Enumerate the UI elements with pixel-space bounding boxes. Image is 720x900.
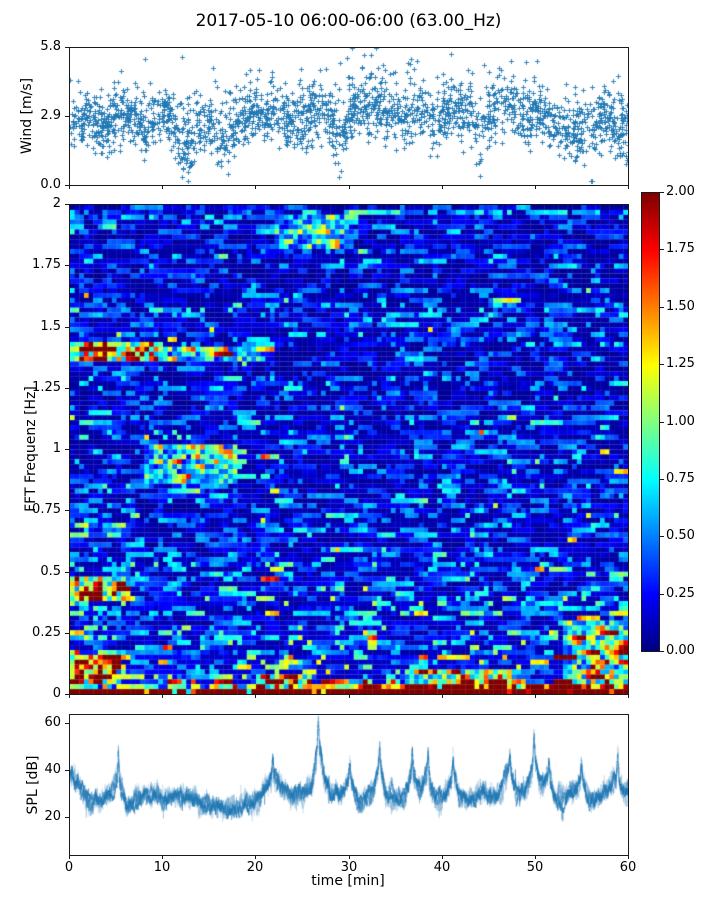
wind-scatter-canvas: [70, 48, 628, 185]
spectrogram-ytick-label: 1.5: [40, 319, 61, 334]
spl-xtick: [349, 855, 350, 859]
spl-ytick: [65, 723, 69, 724]
spl-ytick-label: 20: [44, 809, 61, 824]
colorbar-tick-label: 0.25: [666, 586, 695, 601]
spectrogram-xtick: [162, 694, 163, 698]
colorbar-tick-label: 1.50: [666, 299, 695, 314]
colorbar-tick: [660, 422, 664, 423]
figure-title: 2017-05-10 06:00-06:00 (63.00_Hz): [195, 11, 502, 31]
wind-ytick: [65, 47, 69, 48]
wind-xtick: [69, 185, 70, 189]
colorbar-tick-label: 0.50: [666, 528, 695, 543]
spectrogram-ytick: [65, 265, 69, 266]
spectrogram-ytick-label: 0.75: [32, 502, 61, 517]
spectrogram-ytick: [65, 204, 69, 205]
spl-xtick-label: 60: [619, 860, 637, 875]
colorbar: [641, 192, 660, 652]
spectrogram-axes: [69, 204, 629, 695]
colorbar-tick-label: 0.00: [666, 643, 695, 658]
wind-xtick: [255, 185, 256, 189]
wind-xtick: [628, 185, 629, 189]
spl-ytick-label: 40: [44, 762, 61, 777]
spectrogram-xtick: [628, 694, 629, 698]
spectrogram-ytick-label: 1.75: [32, 257, 61, 272]
spl-xtick-label: 40: [433, 860, 451, 875]
colorbar-tick: [660, 479, 664, 480]
wind-axes: [69, 47, 629, 186]
spectrogram-xtick: [349, 694, 350, 698]
spectrogram-ytick-label: 1: [52, 441, 61, 456]
spl-xtick-label: 10: [153, 860, 171, 875]
spectrogram-ytick-label: 0: [52, 686, 61, 701]
spl-xtick-label: 50: [526, 860, 544, 875]
spectrogram-ytick: [65, 327, 69, 328]
spl-xtick-label: 30: [340, 860, 358, 875]
spl-xtick: [162, 855, 163, 859]
wind-ytick: [65, 116, 69, 117]
spectrogram-xtick: [535, 694, 536, 698]
spectrogram-ytick-label: 0.5: [40, 564, 61, 579]
colorbar-canvas: [642, 193, 659, 651]
spectrogram-ytick-label: 0.25: [32, 625, 61, 640]
colorbar-tick: [660, 307, 664, 308]
spectrogram-ytick: [65, 510, 69, 511]
colorbar-tick: [660, 651, 664, 652]
spectrogram-xtick: [69, 694, 70, 698]
spl-xtick: [69, 855, 70, 859]
spectrogram-ytick: [65, 694, 69, 695]
spectrogram-xtick: [442, 694, 443, 698]
colorbar-tick: [660, 594, 664, 595]
spl-xtick: [628, 855, 629, 859]
wind-ytick-label: 2.9: [40, 108, 61, 123]
spl-xtick: [535, 855, 536, 859]
spectrogram-ytick: [65, 388, 69, 389]
spectrogram-ytick-label: 1.25: [32, 380, 61, 395]
time-xlabel: time [min]: [311, 873, 385, 889]
colorbar-tick: [660, 249, 664, 250]
spl-ytick-label: 60: [44, 715, 61, 730]
colorbar-tick: [660, 536, 664, 537]
spl-line-canvas: [70, 715, 628, 855]
spectrogram-ytick-label: 2: [52, 196, 61, 211]
wind-xtick: [442, 185, 443, 189]
spl-ytick: [65, 770, 69, 771]
colorbar-tick: [660, 364, 664, 365]
colorbar-tick-label: 0.75: [666, 471, 695, 486]
spl-ytick: [65, 817, 69, 818]
wind-ytick: [65, 185, 69, 186]
colorbar-tick: [660, 192, 664, 193]
spl-xtick-label: 0: [64, 860, 74, 875]
spl-xtick: [255, 855, 256, 859]
wind-xtick: [162, 185, 163, 189]
spectrogram-ytick: [65, 449, 69, 450]
colorbar-tick-label: 1.00: [666, 414, 695, 429]
spectrogram-ytick: [65, 633, 69, 634]
colorbar-tick-label: 2.00: [666, 184, 695, 199]
spl-xtick: [442, 855, 443, 859]
spectrogram-canvas: [70, 205, 628, 694]
spectrogram-xtick: [255, 694, 256, 698]
spl-axes: [69, 714, 629, 856]
spl-xtick-label: 20: [246, 860, 264, 875]
colorbar-tick-label: 1.25: [666, 356, 695, 371]
wind-ytick-label: 0.0: [40, 177, 61, 192]
wind-ytick-label: 5.8: [40, 39, 61, 54]
spectrogram-ytick: [65, 572, 69, 573]
colorbar-tick-label: 1.75: [666, 241, 695, 256]
wind-xtick: [535, 185, 536, 189]
wind-xtick: [349, 185, 350, 189]
